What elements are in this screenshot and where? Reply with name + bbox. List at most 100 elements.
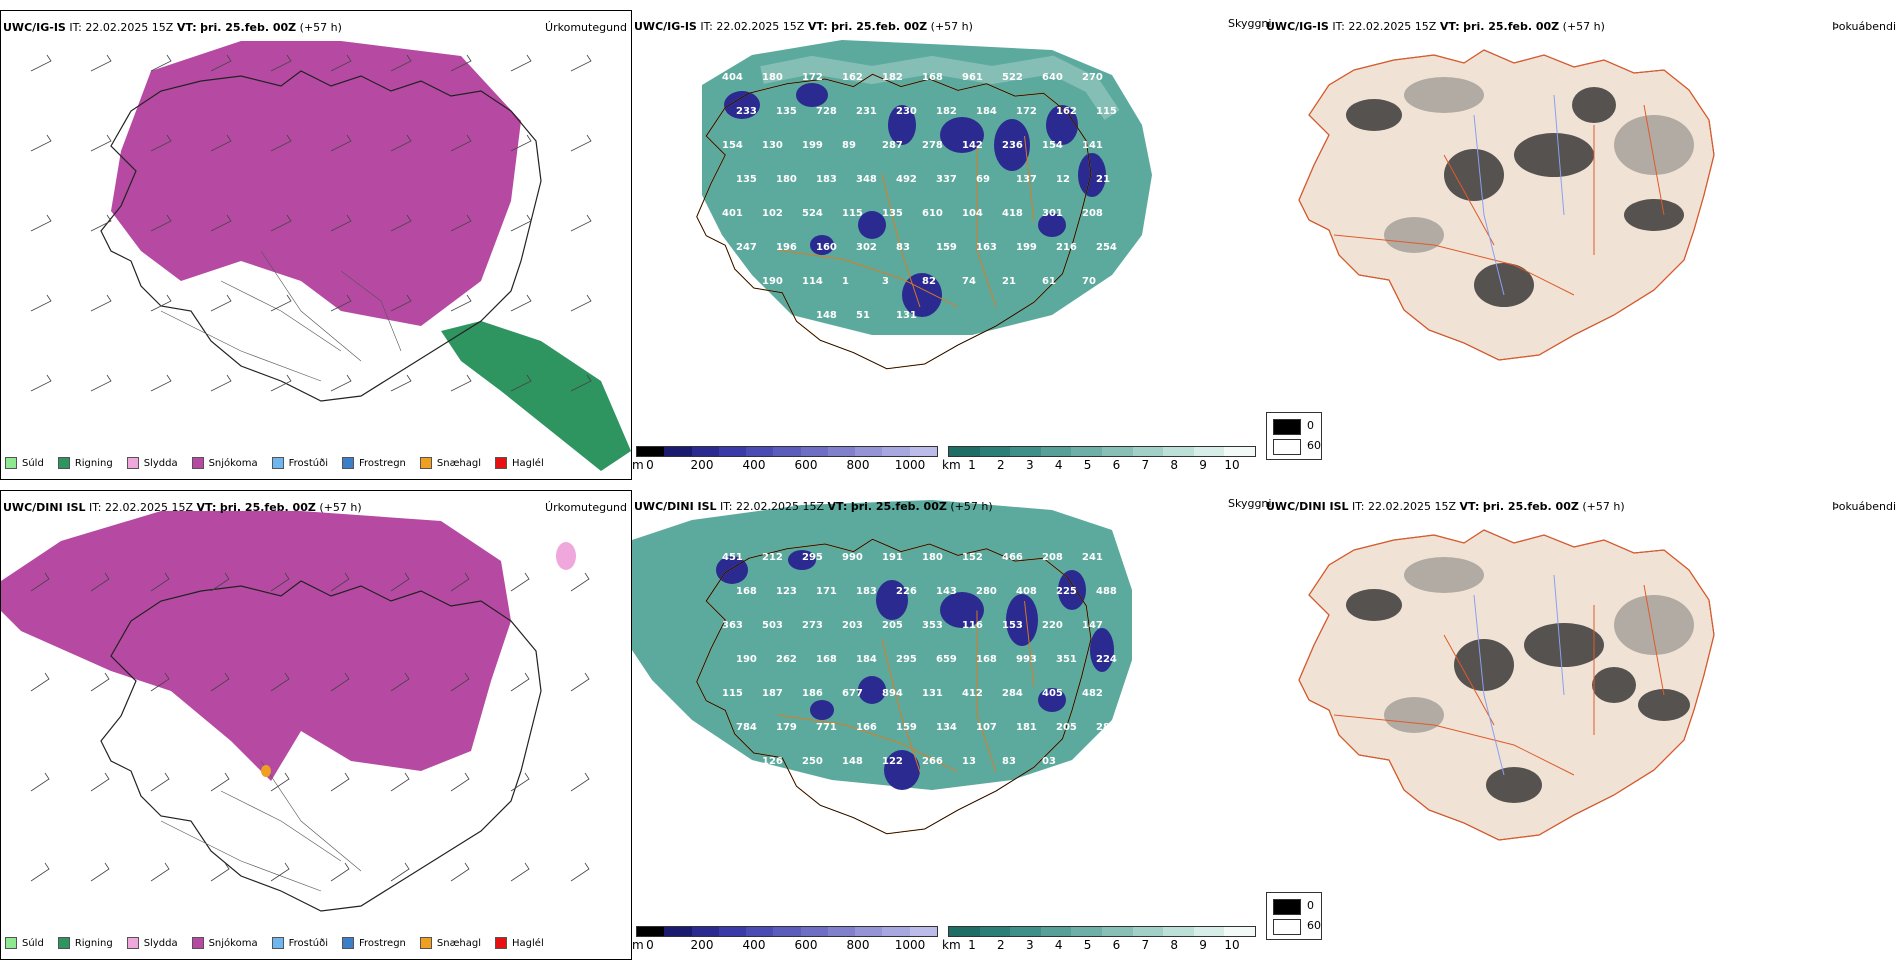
valid-time: þri. 25.feb. 00Z (219, 501, 316, 514)
cloud-base-value: 166 (856, 722, 877, 733)
cloud-base-value: 168 (816, 654, 837, 665)
colorbar-segment (1163, 927, 1194, 936)
valid-time: þri. 25.feb. 00Z (850, 500, 947, 513)
snow-area (111, 41, 521, 326)
colorbar-segment (1071, 927, 1102, 936)
cloud-base-value: 482 (1082, 688, 1103, 699)
cloud-base-value: 171 (816, 586, 837, 597)
colorbar-segment (718, 447, 747, 456)
cloud-base-value: 21 (1096, 174, 1110, 185)
valid-time: þri. 25.feb. 00Z (1463, 20, 1560, 33)
legend-label: Frostregn (359, 457, 406, 469)
init-time: 22.02.2025 15Z (716, 20, 805, 33)
cloud-base-value: 404 (722, 72, 743, 83)
cloud-base-value: 301 (1042, 208, 1063, 219)
cloud-base-colorbar: m 0 200 400 600 800 1000 (632, 926, 942, 960)
vt-label: VT: (176, 21, 197, 34)
cloud-base-value: 163 (976, 242, 997, 253)
init-time: 22.02.2025 15Z (736, 500, 825, 513)
skyggni-title: Skyggni (1228, 17, 1272, 30)
colorbar-tick: 800 (846, 458, 870, 472)
it-label: IT: (1352, 500, 1365, 513)
colorbar-segment (746, 447, 774, 456)
colorbar-tick: 2 (997, 458, 1005, 472)
init-time: 22.02.2025 15Z (1348, 20, 1437, 33)
fog-legend-swatch-60 (1273, 919, 1301, 935)
panel-title: UWC/IG-IS IT: 22.02.2025 15Z VT: þri. 25… (3, 21, 342, 34)
colorbar-segment (882, 447, 910, 456)
cloud-base-value: 143 (936, 586, 957, 597)
cloud-base-value: 168 (976, 654, 997, 665)
cloud-base-value: 90 (736, 790, 750, 801)
cloud-base-value: 186 (802, 688, 823, 699)
cloud-base-value: 190 (762, 276, 783, 287)
cloud-base-value: 142 (962, 140, 983, 151)
legend-swatch (191, 937, 204, 949)
fog-legend-swatch-0 (1273, 419, 1301, 435)
cloud-base-value: 61 (1042, 276, 1056, 287)
fog-index-title: Þokuábendi (1832, 500, 1896, 513)
cloud-base-value: 190 (736, 654, 757, 665)
precip-type-panel: UWC/DINI ISL IT: 22.02.2025 15Z VT: þri.… (0, 490, 632, 960)
cloud-base-value: 418 (1002, 208, 1023, 219)
cloud-base-value: 51 (856, 310, 870, 321)
legend-swatch (126, 937, 139, 949)
legend-item: Snjókoma (191, 457, 258, 469)
precip-type-legend: Súld Rigning Slydda Snjókoma Frostúði Frostre… (5, 933, 558, 953)
fog-legend-label-0: 0 (1307, 419, 1314, 432)
cloud-base-value: 181 (1016, 722, 1037, 733)
visibility-colorbar: km 1 2 3 4 5 6 7 8 9 10 (942, 446, 1264, 480)
low-visibility-area (702, 40, 1152, 335)
legend-label: Slydda (143, 937, 178, 949)
colorbar-tick: 4 (1054, 938, 1063, 952)
model-name: UWC/IG-IS (634, 20, 697, 33)
cloud-base-value: 123 (776, 586, 797, 597)
legend-swatch (57, 457, 70, 469)
rivers (1473, 94, 1565, 296)
lead-time: (+57 h) (299, 21, 342, 34)
legend-label: Frostúði (288, 937, 328, 949)
cloud-base-value: 266 (922, 756, 943, 767)
colorbar-tick: 3 (1025, 938, 1034, 952)
legend-label: Snæhagl (436, 937, 482, 949)
colorbar-segment (664, 927, 692, 936)
colorbar-segment (827, 447, 856, 456)
cloud-base-value: 174 (722, 756, 743, 767)
colorbar-segment (909, 927, 937, 936)
cloud-base-value: 353 (922, 620, 943, 631)
cloud-base-value: 262 (776, 654, 797, 665)
fog-index-panel: UWC/IG-IS IT: 22.02.2025 15Z VT: þri. 25… (1264, 10, 1900, 480)
cloud-base-value: 187 (762, 688, 783, 699)
legend-item: Súld (5, 457, 44, 469)
colorbar-tick: 9 (1199, 458, 1207, 472)
colorbar-segment (1010, 447, 1041, 456)
fog-index-map (1264, 490, 1900, 960)
cloud-base-value: 408 (1016, 586, 1037, 597)
cloud-base-value: 152 (1082, 756, 1103, 767)
legend-swatch (57, 937, 70, 949)
cloud-base-value: 278 (922, 140, 943, 151)
cloud-base-value: 122 (882, 756, 903, 767)
colorbar-tick: 8 (1170, 458, 1179, 472)
lead-time: (+57 h) (930, 20, 973, 33)
cloud-base-value: 134 (936, 722, 957, 733)
cloud-base-value: 236 (1002, 140, 1023, 151)
legend-label: Haglél (512, 457, 544, 469)
cloud-base-value: 115 (842, 208, 863, 219)
cloud-base-value: 241 (1082, 552, 1103, 563)
cloud-base-blobs (716, 550, 1114, 790)
it-label: IT: (69, 21, 82, 34)
fog-shading (1346, 589, 1690, 803)
cloud-base-colorbar-ramp (636, 446, 938, 457)
cloud-base-value: 1 (842, 276, 849, 287)
cloud-base-value: 126 (762, 756, 783, 767)
lead-time: (+57 h) (1582, 500, 1625, 513)
visibility-unit: km (942, 458, 961, 472)
cloud-base-value: 114 (802, 276, 823, 287)
cloud-base-value: 153 (1002, 620, 1023, 631)
cloud-base-value: 37 (736, 310, 750, 321)
colorbar-tick: 600 (794, 938, 818, 952)
colorbar-tick: 800 (846, 938, 870, 952)
